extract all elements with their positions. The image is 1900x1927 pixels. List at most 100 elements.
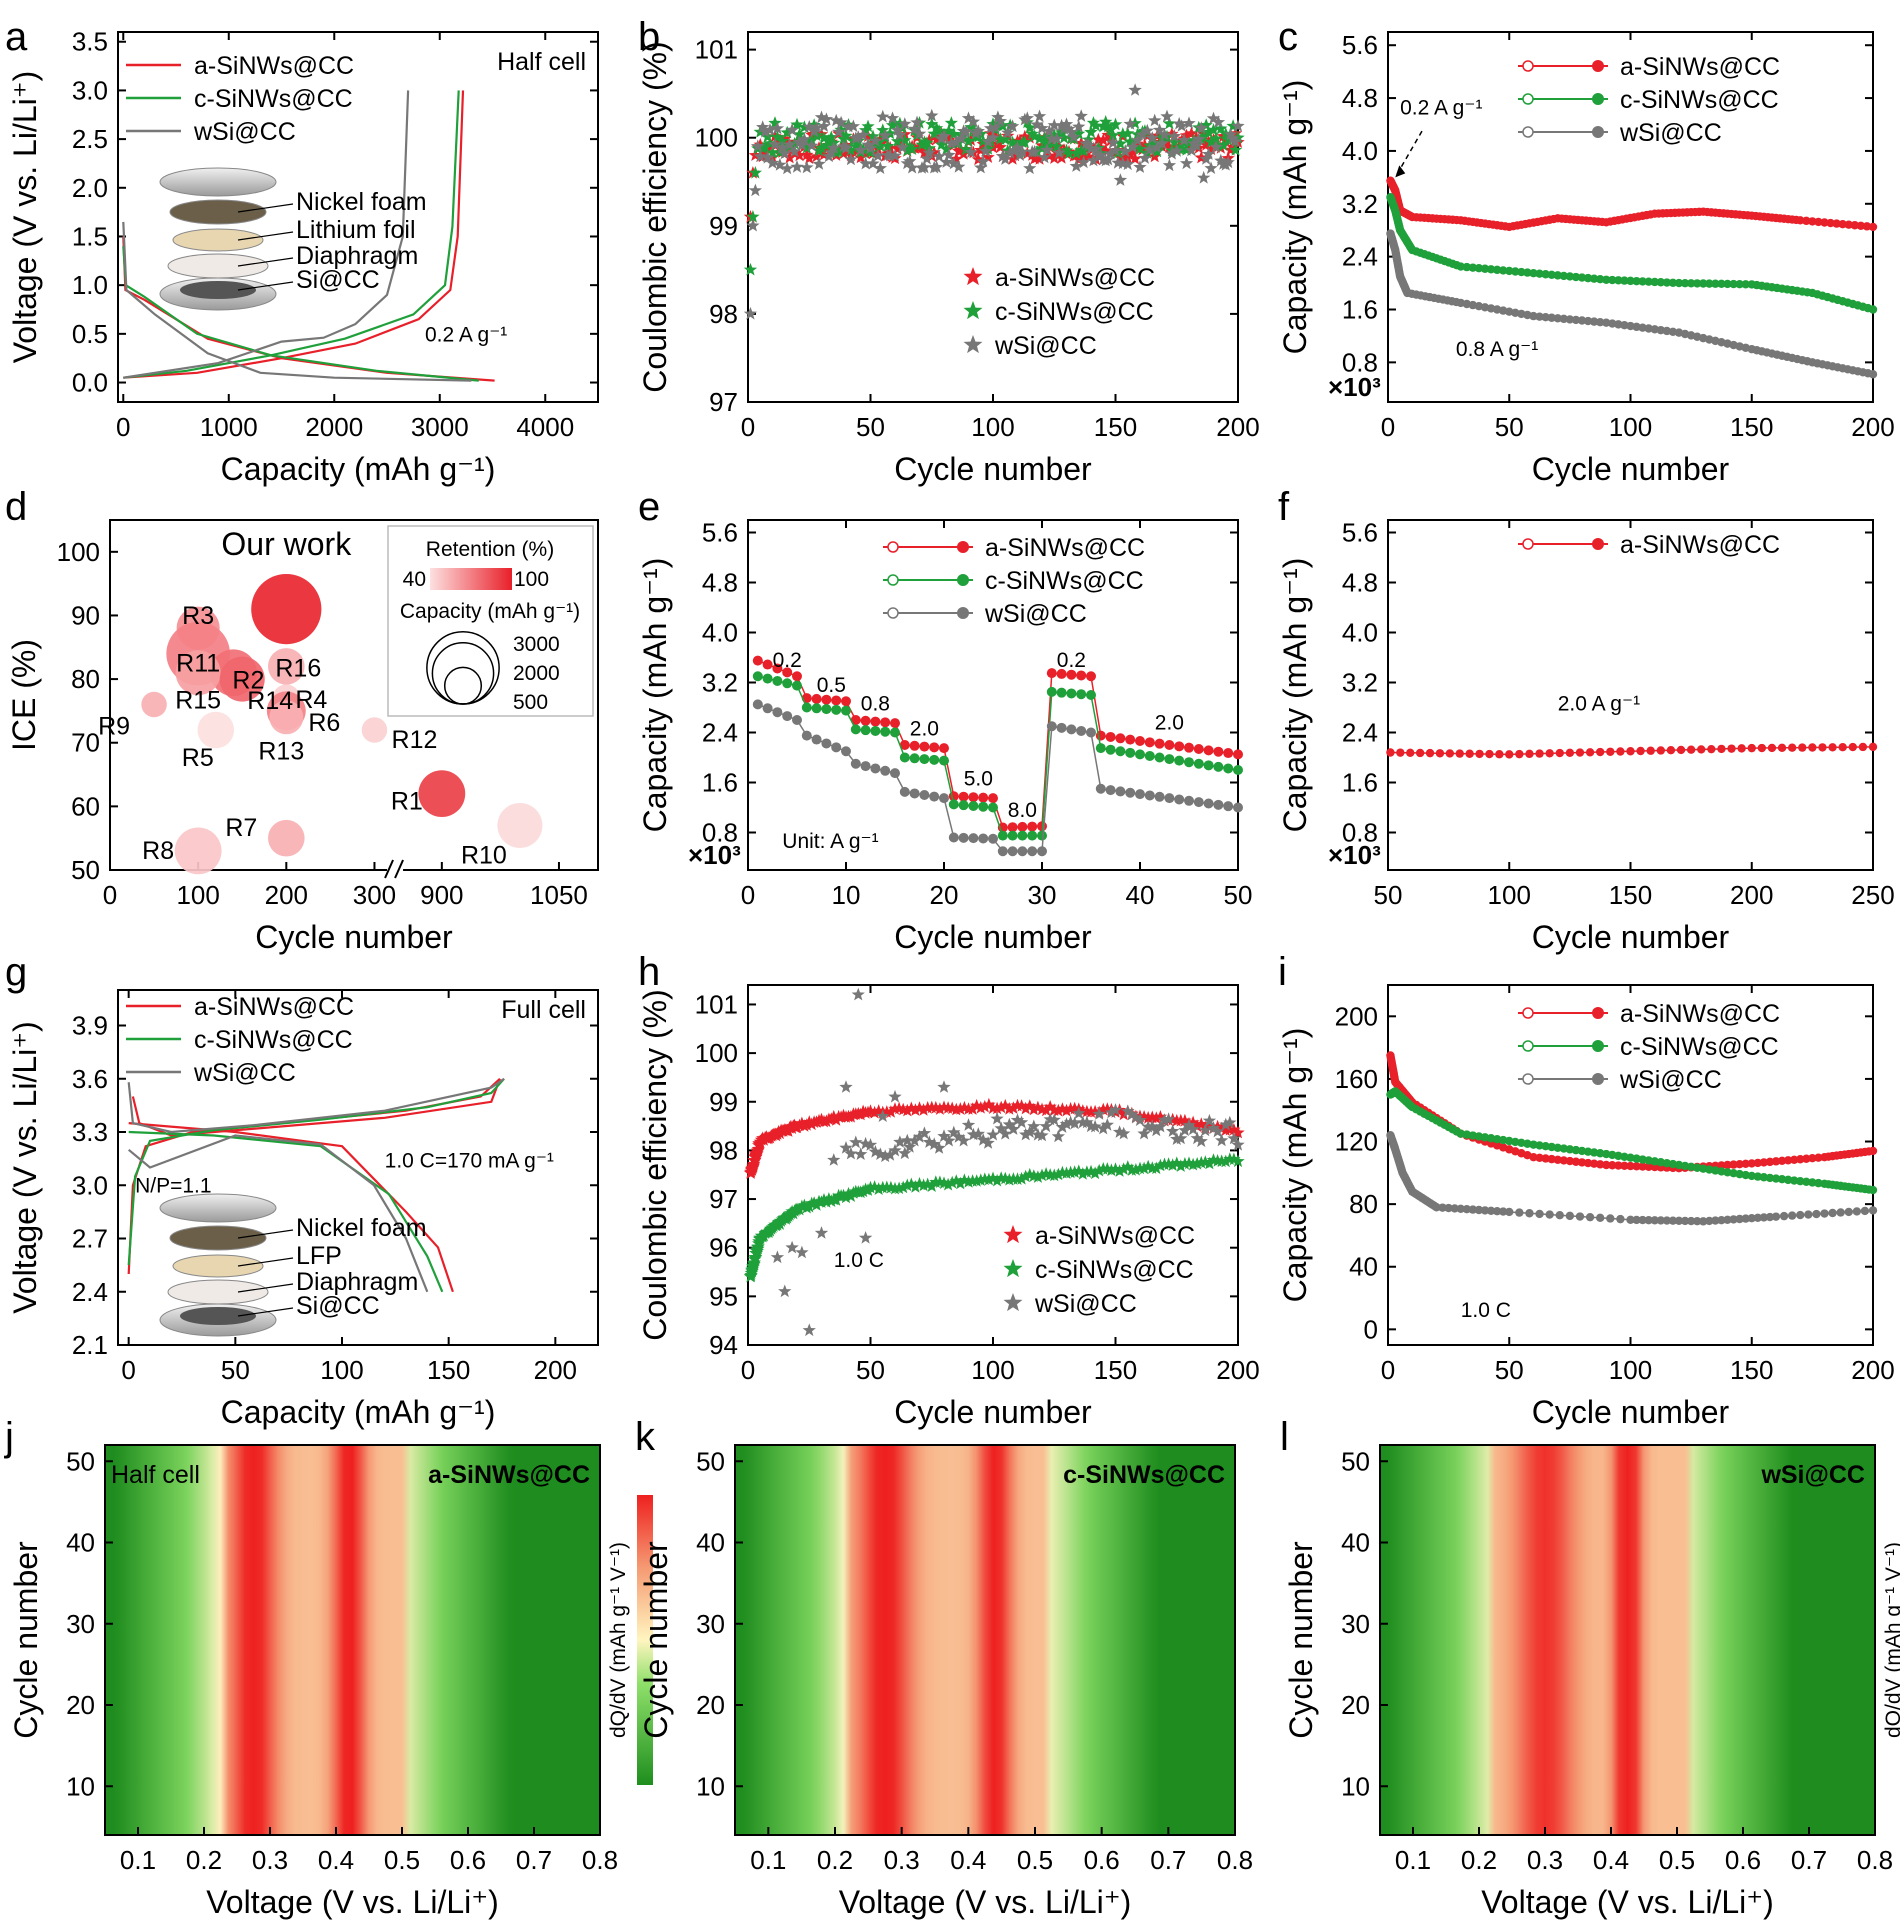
legend-label: c-SiNWs@CC [1620,1033,1779,1061]
x-tick-label: 100 [1609,1355,1652,1385]
data-point [1178,1123,1192,1137]
data-point [1425,748,1435,758]
data-point [1162,140,1177,154]
data-point [974,1173,988,1186]
data-point [1193,744,1204,755]
data-point [1160,109,1174,123]
data-point [812,157,826,170]
data-point [971,1127,985,1140]
data-point [1080,1115,1094,1129]
data-point [1059,1103,1074,1117]
y-tick-label: 1.5 [72,221,108,251]
x-tick-label: 300 [353,880,396,910]
data-point [844,1146,858,1160]
x-tick-label: 50 [1224,880,1253,910]
y-tick-label: 30 [696,1609,725,1639]
data-point [792,135,807,148]
data-point [1213,746,1224,757]
data-point [1668,278,1678,287]
panel-letter: a [5,15,28,59]
data-point [1025,127,1039,140]
rate-label: 0.2 [1057,649,1086,672]
data-point [1020,146,1034,160]
cell-leader [237,257,294,267]
data-point [1565,272,1575,281]
data-point [1108,1103,1123,1116]
data-point [841,119,856,133]
y-tick-label: 3.2 [1342,668,1378,698]
y-tick-label: 80 [1349,1189,1378,1219]
data-point [1135,735,1145,746]
data-point [1174,1131,1188,1145]
data-point [752,699,763,710]
x-tick-label: 1000 [200,412,258,442]
rate-label: 0.8 [861,693,890,716]
data-point [1541,313,1550,322]
annotation-half-cell: Half cell [497,48,586,76]
data-point [920,136,934,150]
y-tick-label: 98 [709,1135,738,1165]
data-point [1741,1159,1750,1169]
rate-label: 0.5 [817,674,846,697]
data-point [1868,1206,1878,1215]
data-point [900,1178,914,1192]
y-tick-label: 3.0 [72,1170,108,1200]
bubble-R8 [174,827,222,875]
data-point [1023,161,1037,175]
cell-layer-0 [159,167,277,197]
data-point [1606,747,1615,756]
y-tick-label: 10 [1341,1771,1370,1801]
data-point [895,140,909,154]
data-point [863,1138,878,1151]
x-tick-label: 0.1 [1395,1845,1431,1875]
data-point [961,1118,976,1131]
data-point [925,108,939,122]
data-point [1201,147,1216,160]
data-point [1595,275,1605,284]
data-point [772,707,783,718]
data-point [954,131,968,145]
data-point [1796,1155,1805,1164]
data-point [1047,151,1061,164]
data-point [743,262,758,276]
data-point [1019,1101,1033,1115]
cell-label: Nickel foam [296,188,427,216]
y-tick-label: 50 [1341,1446,1370,1476]
legend-marker-filled [1592,93,1604,105]
data-point [1201,125,1216,138]
data-point [1077,155,1091,169]
data-point [1086,671,1096,682]
data-point [1175,119,1189,132]
data-point [1027,830,1038,841]
data-point [1144,737,1155,748]
data-point [1233,765,1243,775]
data-point [814,141,829,155]
data-point [954,143,968,156]
data-point [1228,134,1243,148]
data-point [1152,123,1167,136]
legend-label: c-SiNWs@CC [1035,1256,1194,1284]
data-point [1838,219,1847,229]
data-point [1133,160,1147,173]
data-point [1047,118,1061,132]
x-tick-label: 50 [856,412,885,442]
data-point [1757,743,1767,753]
data-point [997,846,1008,857]
data-point [925,117,939,130]
bubble-R5 [197,711,235,749]
y-tick-label: 10 [696,1771,725,1801]
bubble-label: R16 [275,654,321,682]
data-point [912,127,927,140]
bubble-label: R7 [225,814,257,842]
y-tick-label: 30 [1341,1609,1370,1639]
data-point [1868,222,1878,232]
data-point [801,702,812,713]
bubble-R15 [175,650,221,696]
data-point [1095,743,1106,754]
data-point [1056,668,1067,679]
data-point [811,734,822,745]
x-tick-label: 0.3 [884,1845,920,1875]
data-point [1125,734,1136,745]
x-tick-label: 0.7 [1150,1845,1186,1875]
data-point [888,1089,902,1103]
